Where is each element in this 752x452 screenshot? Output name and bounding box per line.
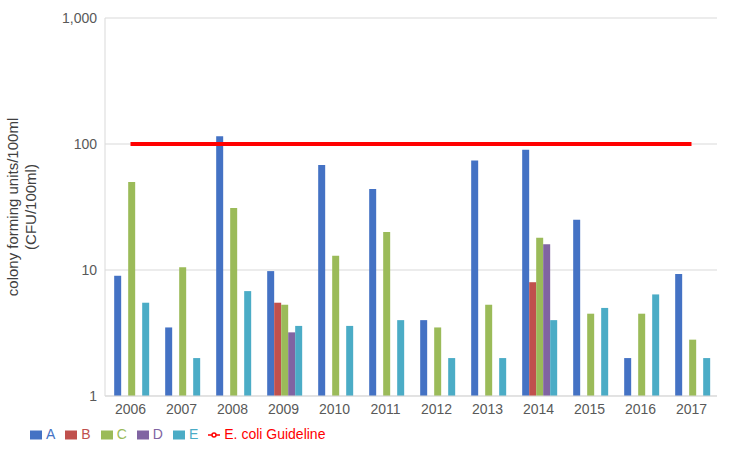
html-text:D: D [152,426,163,442]
svg-text:2017: 2017 [676,401,707,417]
svg-text:2007: 2007 [166,401,197,417]
html-text:E: E [188,426,199,442]
svg-text:1,000: 1,000 [62,10,97,26]
svg-text:2009: 2009 [268,401,299,417]
svg-text:2006: 2006 [115,401,146,417]
svg-text:10: 10 [81,262,97,278]
svg-text:2016: 2016 [625,401,656,417]
svg-text:2015: 2015 [574,401,605,417]
svg-text:2011: 2011 [370,401,400,417]
svg-text:2014: 2014 [523,401,554,417]
html-text:B: B [81,426,91,442]
svg-text:colony forming units/100ml(CFU: colony forming units/100ml(CFU/100ml) [8,118,39,296]
svg-text:2012: 2012 [421,401,452,417]
html-text:A: A [46,426,56,442]
svg-text:1: 1 [89,388,97,404]
html-text:E. coli Guideline: E. coli Guideline [224,426,326,442]
svg-text:100: 100 [74,136,98,152]
html-text:C: C [116,426,127,442]
svg-text:2008: 2008 [217,401,248,417]
svg-text:2013: 2013 [472,401,503,417]
svg-text:2010: 2010 [319,401,350,417]
